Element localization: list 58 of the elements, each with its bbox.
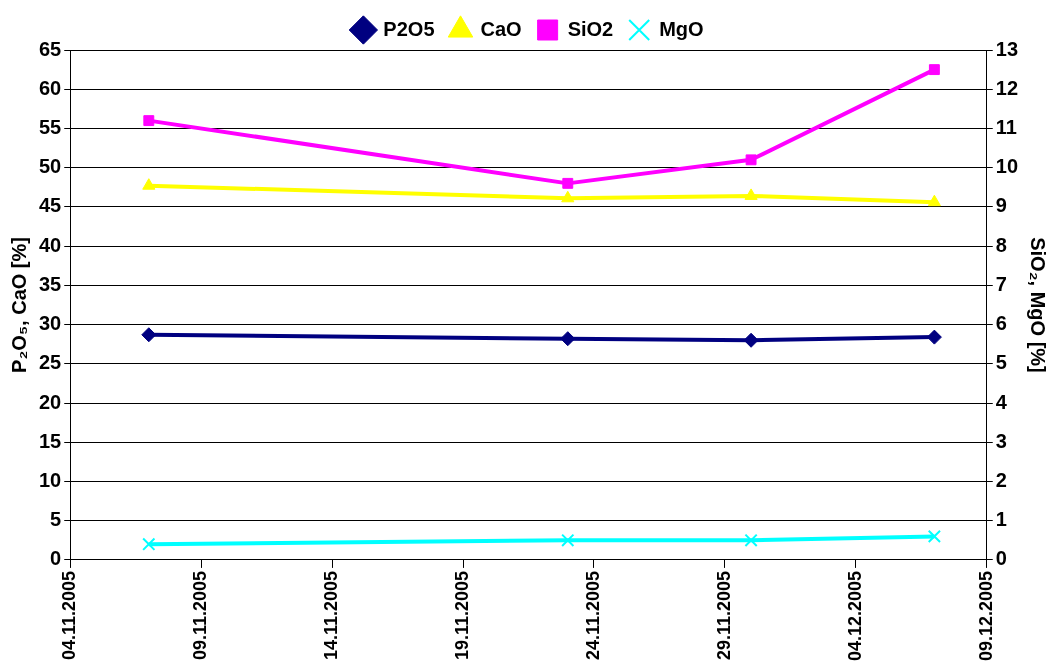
y2-tick-label: 8 — [995, 233, 1007, 256]
y2-axis-title: SiO₂, MgO [%] — [1027, 237, 1050, 373]
x-tick-label: 04.11.2005 — [59, 570, 80, 661]
point — [561, 190, 575, 203]
x-tick-label: 14.11.2005 — [321, 570, 342, 661]
y-tick-label: 30 — [39, 312, 62, 335]
y2-tick-label: 11 — [995, 115, 1017, 138]
y2-tick-label: 9 — [995, 194, 1007, 217]
point — [744, 188, 758, 200]
y-tick-label: 20 — [39, 390, 62, 413]
point — [744, 533, 758, 547]
y-tick-label: 45 — [39, 194, 62, 217]
legend-label: SiO2 — [567, 17, 614, 40]
point — [562, 177, 574, 189]
y-tick-label: 35 — [39, 272, 62, 295]
point — [560, 331, 576, 347]
y2-tick-label: 0 — [995, 547, 1007, 570]
point — [143, 115, 155, 127]
y2-tick-label: 2 — [995, 468, 1007, 491]
x-tick-label: 09.11.2005 — [190, 570, 211, 661]
point — [927, 529, 942, 544]
y2-tick-label: 7 — [995, 272, 1007, 295]
legend-label: CaO — [480, 17, 522, 40]
y-tick-label: 15 — [39, 429, 62, 452]
x-tick-label: 24.11.2005 — [582, 570, 603, 661]
y-tick-label: 0 — [50, 547, 62, 570]
y-tick-label: 10 — [39, 468, 62, 491]
y-axis-title: P₂O₅, CaO [%] — [7, 237, 30, 373]
y-tick-label: 55 — [39, 115, 62, 138]
x-tick-label: 09.12.2005 — [975, 570, 996, 662]
y2-tick-label: 6 — [995, 312, 1007, 335]
point — [142, 537, 156, 551]
point — [927, 194, 941, 207]
y-tick-label: 65 — [39, 37, 62, 60]
legend-label: MgO — [659, 17, 704, 40]
point — [142, 178, 156, 190]
point — [926, 329, 942, 345]
point — [141, 327, 157, 343]
legend-label: P2O5 — [383, 17, 435, 40]
point — [743, 332, 759, 348]
y2-tick-label: 4 — [995, 390, 1008, 413]
y-tick-label: 60 — [39, 76, 62, 99]
y2-tick-label: 13 — [995, 37, 1018, 60]
point — [561, 533, 575, 547]
y2-tick-label: 1 — [995, 508, 1007, 531]
x-tick-label: 29.11.2005 — [713, 570, 734, 661]
y-tick-label: 40 — [39, 233, 62, 256]
y-tick-label: 25 — [39, 351, 62, 374]
x-tick-label: 04.12.2005 — [844, 570, 865, 662]
y2-tick-label: 3 — [995, 429, 1007, 452]
y2-tick-label: 10 — [995, 155, 1018, 178]
y2-tick-label: 12 — [995, 76, 1018, 99]
x-tick-label: 19.11.2005 — [452, 570, 472, 661]
point — [745, 154, 757, 166]
point — [928, 64, 940, 76]
y-tick-label: 50 — [39, 155, 62, 178]
y2-tick-label: 5 — [995, 351, 1007, 374]
y-tick-label: 5 — [50, 508, 62, 531]
